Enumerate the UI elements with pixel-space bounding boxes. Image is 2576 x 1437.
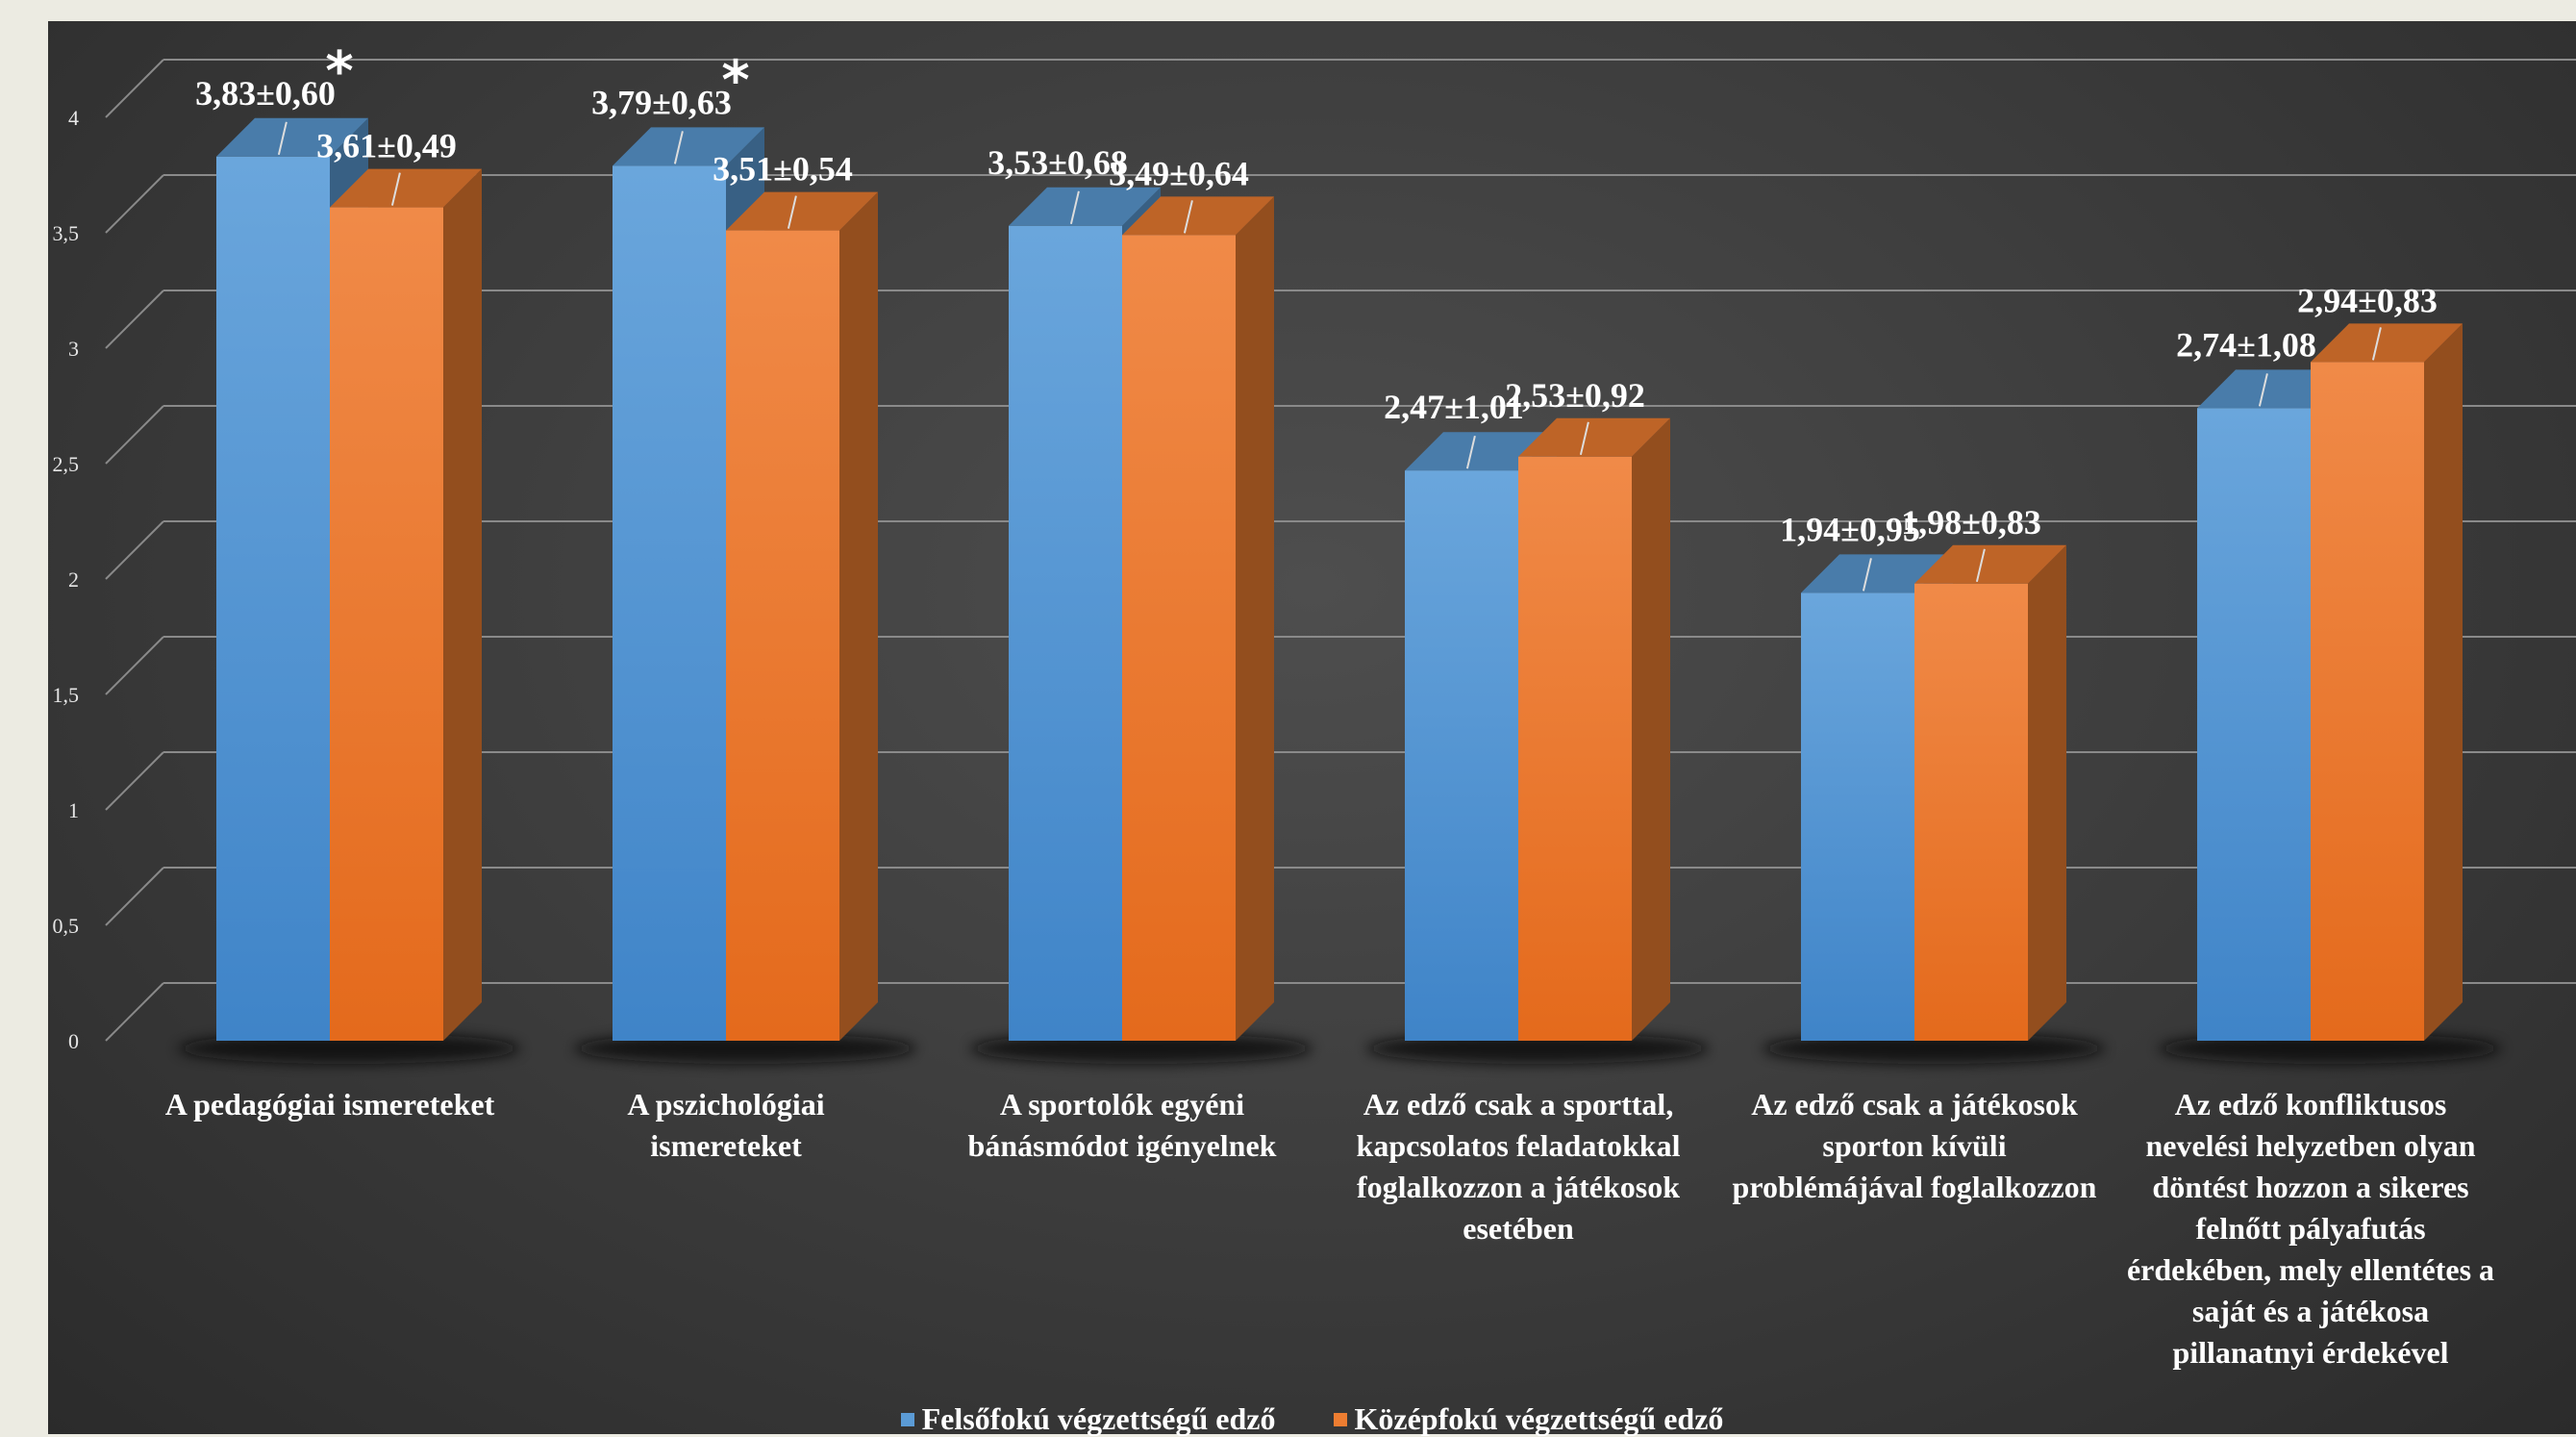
label-leader <box>1975 548 1986 583</box>
bar <box>2197 408 2311 1041</box>
bar-top <box>1914 544 2066 584</box>
legend-item: Középfokú végzettségű edző <box>1333 1401 1724 1437</box>
label-leader <box>2258 373 2268 407</box>
data-label: 3,49±0,64 <box>1109 154 1249 192</box>
data-label: 2,74±1,08 <box>2176 325 2316 364</box>
legend: Felsőfokú végzettségű edző Középfokú végz… <box>48 1401 2576 1437</box>
bar-top <box>726 191 878 231</box>
bar-top <box>1122 196 1274 236</box>
legend-label: Felsőfokú végzettségű edző <box>921 1401 1276 1436</box>
label-leader <box>1579 421 1589 456</box>
category-label: A pedagógiai ismereteket <box>164 1087 495 1122</box>
label-leader <box>2371 327 2382 361</box>
data-label: 2,94±0,83 <box>2297 281 2438 319</box>
category-label: Az edző konfliktusos nevelési helyzetben… <box>2126 1087 2495 1370</box>
bar <box>330 207 443 1042</box>
data-label: 2,47±1,01 <box>1384 388 1524 426</box>
y-tick-label: 4 <box>68 106 79 130</box>
y-tick-label: 2,5 <box>53 452 80 476</box>
bar <box>1122 235 1236 1041</box>
label-leader <box>1465 435 1476 469</box>
bar-top <box>1009 187 1161 226</box>
label-leader <box>1183 200 1193 234</box>
data-label: 1,94±0,95 <box>1780 510 1920 548</box>
y-tick-label: 1,5 <box>53 683 80 707</box>
gridline <box>105 520 164 580</box>
bar-side <box>839 191 878 1042</box>
bar-top <box>1518 417 1670 457</box>
y-tick-label: 3,5 <box>53 221 80 245</box>
bar <box>2311 362 2424 1041</box>
category-label: A pszichológiai ismereteket <box>627 1087 825 1163</box>
bar <box>216 156 330 1042</box>
label-leader <box>787 195 797 229</box>
bar-top <box>2311 323 2463 363</box>
label-leader <box>1069 190 1080 225</box>
y-tick-label: 1 <box>68 798 79 822</box>
legend-swatch <box>900 1412 914 1426</box>
bar <box>726 230 839 1042</box>
label-leader <box>673 131 684 164</box>
legend-swatch <box>1333 1412 1347 1426</box>
bar <box>1914 583 2028 1041</box>
gridline <box>105 751 164 811</box>
bar <box>1405 470 1518 1041</box>
gridline <box>105 636 164 695</box>
bar <box>1518 456 1632 1041</box>
chart-panel: 0 0,5 1 1,5 2 2,5 3 3,5 4 3,83±0,60 3,61±0,49 * 3,7… <box>48 21 2576 1437</box>
y-tick-label: 0,5 <box>53 914 80 938</box>
bar-side <box>1632 417 1670 1041</box>
gridline <box>105 59 164 118</box>
bar-top <box>613 127 764 166</box>
data-label: 3,51±0,54 <box>713 150 853 189</box>
gridline <box>105 405 164 465</box>
data-label: 3,53±0,68 <box>988 143 1128 182</box>
label-leader <box>390 172 401 206</box>
bar-side <box>2028 544 2066 1041</box>
bar-top <box>330 168 482 208</box>
data-label: 2,53±0,92 <box>1505 376 1645 415</box>
label-leader <box>1862 558 1872 592</box>
data-label: 3,61±0,49 <box>316 127 457 165</box>
bar-side <box>1236 196 1274 1041</box>
bar <box>1009 225 1122 1042</box>
data-label: 3,83±0,60 <box>195 74 336 113</box>
data-label: 1,98±0,83 <box>1901 503 2041 542</box>
y-tick-label: 3 <box>68 337 79 361</box>
category-label: Az edző csak a játékosok sporton kívüli … <box>1732 1087 2097 1204</box>
significance-marker: * <box>721 49 749 112</box>
significance-marker: * <box>325 40 353 103</box>
gridline <box>105 290 164 349</box>
gridline <box>105 867 164 926</box>
gridline <box>105 982 164 1042</box>
bar-side <box>2424 323 2463 1041</box>
chart-plot: 00,511,522,533,54 3,83±0,603,61±0,49* 3,7… <box>53 40 2576 1064</box>
bar <box>1801 592 1914 1041</box>
legend-item: Felsőfokú végzettségű edző <box>900 1401 1276 1437</box>
bar <box>613 165 726 1041</box>
category-label: Az edző csak a sporttal, kapcsolatos fel… <box>1356 1087 1681 1246</box>
gridline <box>105 174 164 234</box>
bar-side <box>443 168 482 1042</box>
bar-top <box>216 117 368 157</box>
legend-label: Középfokú végzettségű edző <box>1354 1401 1724 1436</box>
data-label: 3,79±0,63 <box>591 83 732 121</box>
category-label: A sportolók egyéni bánásmódot igényelnek <box>967 1087 1277 1163</box>
label-leader <box>277 121 288 156</box>
y-tick-label: 2 <box>68 567 79 592</box>
y-tick-label: 0 <box>68 1029 79 1053</box>
